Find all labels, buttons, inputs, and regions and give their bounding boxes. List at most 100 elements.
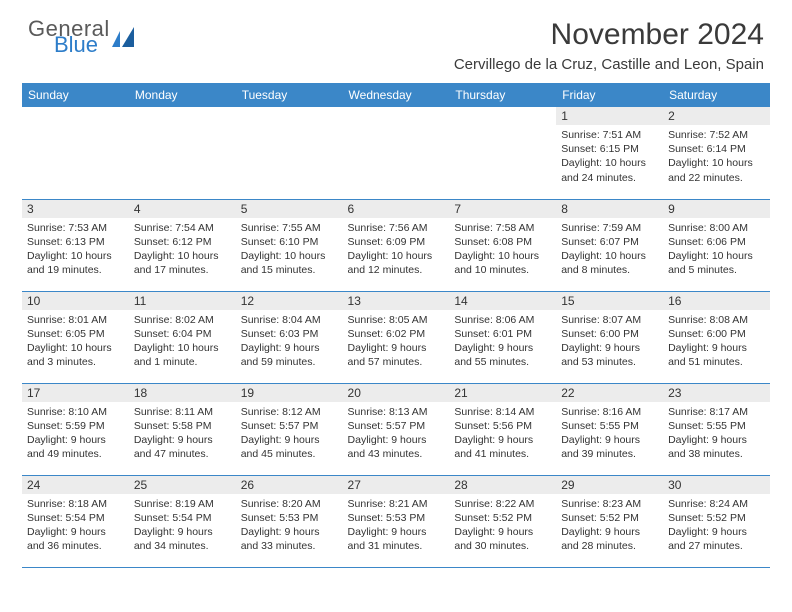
day-number: 22 — [556, 384, 663, 402]
sunset-line: Sunset: 5:55 PM — [561, 419, 658, 433]
day-number: 25 — [129, 476, 236, 494]
calendar-day-cell: 9Sunrise: 8:00 AMSunset: 6:06 PMDaylight… — [663, 199, 770, 291]
month-title: November 2024 — [454, 18, 764, 52]
calendar-day-cell: 14Sunrise: 8:06 AMSunset: 6:01 PMDayligh… — [449, 291, 556, 383]
sunset-line: Sunset: 6:06 PM — [668, 235, 765, 249]
weekday-header: Sunday — [22, 83, 129, 107]
title-block: November 2024 Cervillego de la Cruz, Cas… — [454, 18, 764, 73]
sunrise-line: Sunrise: 8:14 AM — [454, 405, 551, 419]
calendar-day-cell: 25Sunrise: 8:19 AMSunset: 5:54 PMDayligh… — [129, 475, 236, 567]
sunset-line: Sunset: 5:58 PM — [134, 419, 231, 433]
daylight-line: Daylight: 10 hours and 22 minutes. — [668, 156, 765, 184]
sunrise-line: Sunrise: 7:53 AM — [27, 221, 124, 235]
sunset-line: Sunset: 6:05 PM — [27, 327, 124, 341]
daylight-line: Daylight: 10 hours and 15 minutes. — [241, 249, 338, 277]
calendar-day-cell: 6Sunrise: 7:56 AMSunset: 6:09 PMDaylight… — [343, 199, 450, 291]
daylight-line: Daylight: 9 hours and 36 minutes. — [27, 525, 124, 553]
day-number: 1 — [556, 107, 663, 125]
daylight-line: Daylight: 10 hours and 12 minutes. — [348, 249, 445, 277]
weekday-header: Friday — [556, 83, 663, 107]
calendar-day-cell: 10Sunrise: 8:01 AMSunset: 6:05 PMDayligh… — [22, 291, 129, 383]
day-details: Sunrise: 8:24 AMSunset: 5:52 PMDaylight:… — [663, 494, 770, 558]
day-details: Sunrise: 8:07 AMSunset: 6:00 PMDaylight:… — [556, 310, 663, 374]
day-details: Sunrise: 8:13 AMSunset: 5:57 PMDaylight:… — [343, 402, 450, 466]
day-number: 5 — [236, 200, 343, 218]
sunset-line: Sunset: 5:53 PM — [348, 511, 445, 525]
sunrise-line: Sunrise: 8:05 AM — [348, 313, 445, 327]
sunrise-line: Sunrise: 8:07 AM — [561, 313, 658, 327]
calendar-day-cell: 29Sunrise: 8:23 AMSunset: 5:52 PMDayligh… — [556, 475, 663, 567]
sunrise-line: Sunrise: 8:06 AM — [454, 313, 551, 327]
logo-sails-icon — [110, 25, 140, 51]
sunrise-line: Sunrise: 8:01 AM — [27, 313, 124, 327]
calendar-day-cell: 20Sunrise: 8:13 AMSunset: 5:57 PMDayligh… — [343, 383, 450, 475]
calendar-day-cell — [236, 107, 343, 199]
sunrise-line: Sunrise: 7:52 AM — [668, 128, 765, 142]
day-number: 3 — [22, 200, 129, 218]
day-number: 26 — [236, 476, 343, 494]
calendar-day-cell: 8Sunrise: 7:59 AMSunset: 6:07 PMDaylight… — [556, 199, 663, 291]
calendar-day-cell — [22, 107, 129, 199]
sunrise-line: Sunrise: 8:22 AM — [454, 497, 551, 511]
day-number: 23 — [663, 384, 770, 402]
calendar-day-cell: 13Sunrise: 8:05 AMSunset: 6:02 PMDayligh… — [343, 291, 450, 383]
calendar-day-cell: 27Sunrise: 8:21 AMSunset: 5:53 PMDayligh… — [343, 475, 450, 567]
daylight-line: Daylight: 10 hours and 24 minutes. — [561, 156, 658, 184]
day-details: Sunrise: 7:54 AMSunset: 6:12 PMDaylight:… — [129, 218, 236, 282]
day-details: Sunrise: 8:16 AMSunset: 5:55 PMDaylight:… — [556, 402, 663, 466]
day-details: Sunrise: 8:14 AMSunset: 5:56 PMDaylight:… — [449, 402, 556, 466]
day-number — [236, 107, 343, 111]
calendar-day-cell: 15Sunrise: 8:07 AMSunset: 6:00 PMDayligh… — [556, 291, 663, 383]
sunset-line: Sunset: 5:54 PM — [27, 511, 124, 525]
sunrise-line: Sunrise: 7:51 AM — [561, 128, 658, 142]
daylight-line: Daylight: 9 hours and 30 minutes. — [454, 525, 551, 553]
sunset-line: Sunset: 6:07 PM — [561, 235, 658, 249]
weekday-header: Saturday — [663, 83, 770, 107]
daylight-line: Daylight: 9 hours and 28 minutes. — [561, 525, 658, 553]
daylight-line: Daylight: 9 hours and 33 minutes. — [241, 525, 338, 553]
day-details: Sunrise: 8:23 AMSunset: 5:52 PMDaylight:… — [556, 494, 663, 558]
daylight-line: Daylight: 9 hours and 59 minutes. — [241, 341, 338, 369]
sunrise-line: Sunrise: 8:19 AM — [134, 497, 231, 511]
calendar-day-cell: 19Sunrise: 8:12 AMSunset: 5:57 PMDayligh… — [236, 383, 343, 475]
day-number: 8 — [556, 200, 663, 218]
day-number: 19 — [236, 384, 343, 402]
sunrise-line: Sunrise: 8:00 AM — [668, 221, 765, 235]
sunset-line: Sunset: 5:54 PM — [134, 511, 231, 525]
day-number — [343, 107, 450, 111]
brand-line2: Blue — [54, 34, 110, 56]
day-number — [22, 107, 129, 111]
location-subtitle: Cervillego de la Cruz, Castille and Leon… — [454, 56, 764, 73]
day-number: 18 — [129, 384, 236, 402]
sunrise-line: Sunrise: 7:55 AM — [241, 221, 338, 235]
sunset-line: Sunset: 5:55 PM — [668, 419, 765, 433]
day-number: 27 — [343, 476, 450, 494]
daylight-line: Daylight: 9 hours and 47 minutes. — [134, 433, 231, 461]
header: General Blue November 2024 Cervillego de… — [0, 0, 792, 77]
daylight-line: Daylight: 9 hours and 53 minutes. — [561, 341, 658, 369]
weekday-header: Wednesday — [343, 83, 450, 107]
day-details: Sunrise: 8:04 AMSunset: 6:03 PMDaylight:… — [236, 310, 343, 374]
weekday-header: Tuesday — [236, 83, 343, 107]
sunrise-line: Sunrise: 8:08 AM — [668, 313, 765, 327]
day-number: 10 — [22, 292, 129, 310]
daylight-line: Daylight: 10 hours and 1 minute. — [134, 341, 231, 369]
day-number: 2 — [663, 107, 770, 125]
calendar-day-cell: 21Sunrise: 8:14 AMSunset: 5:56 PMDayligh… — [449, 383, 556, 475]
sunset-line: Sunset: 5:52 PM — [454, 511, 551, 525]
sunrise-line: Sunrise: 8:20 AM — [241, 497, 338, 511]
calendar-week-row: 3Sunrise: 7:53 AMSunset: 6:13 PMDaylight… — [22, 199, 770, 291]
sunset-line: Sunset: 5:52 PM — [561, 511, 658, 525]
calendar-day-cell: 3Sunrise: 7:53 AMSunset: 6:13 PMDaylight… — [22, 199, 129, 291]
sunrise-line: Sunrise: 8:10 AM — [27, 405, 124, 419]
day-details: Sunrise: 8:21 AMSunset: 5:53 PMDaylight:… — [343, 494, 450, 558]
daylight-line: Daylight: 9 hours and 43 minutes. — [348, 433, 445, 461]
day-details: Sunrise: 7:53 AMSunset: 6:13 PMDaylight:… — [22, 218, 129, 282]
day-number: 24 — [22, 476, 129, 494]
day-details: Sunrise: 8:17 AMSunset: 5:55 PMDaylight:… — [663, 402, 770, 466]
daylight-line: Daylight: 10 hours and 17 minutes. — [134, 249, 231, 277]
calendar-day-cell: 30Sunrise: 8:24 AMSunset: 5:52 PMDayligh… — [663, 475, 770, 567]
day-number: 30 — [663, 476, 770, 494]
sunrise-line: Sunrise: 7:56 AM — [348, 221, 445, 235]
day-number: 17 — [22, 384, 129, 402]
